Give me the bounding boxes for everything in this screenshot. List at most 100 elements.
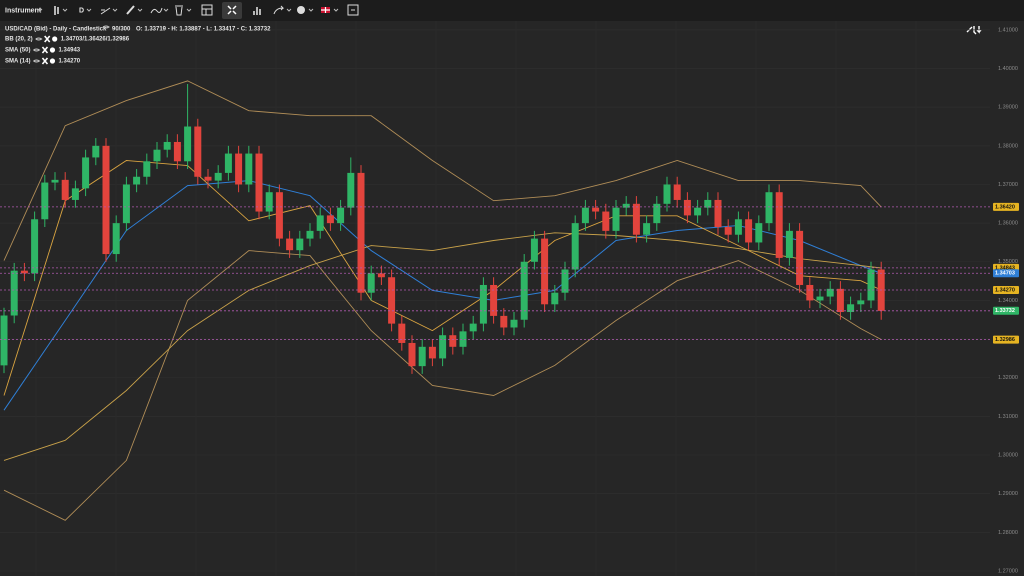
price-tag-label: 1.34270 bbox=[995, 287, 1015, 293]
candle-body bbox=[806, 284, 814, 301]
volume-button[interactable] bbox=[253, 7, 261, 15]
icon bbox=[227, 5, 237, 15]
instrument-button[interactable]: Instrument bbox=[5, 7, 43, 14]
indicator-line bbox=[3, 180, 882, 411]
candle-body bbox=[61, 179, 69, 200]
candle-body bbox=[551, 292, 559, 305]
measure-button[interactable] bbox=[126, 5, 143, 15]
eye-icon[interactable] bbox=[35, 37, 43, 41]
candle-body bbox=[847, 304, 855, 313]
y-tick-label: 1.29000 bbox=[998, 491, 1018, 497]
plot-area bbox=[0, 80, 990, 521]
candle-body bbox=[163, 141, 171, 150]
candle-body bbox=[724, 226, 732, 235]
y-tick-label: 1.37000 bbox=[998, 182, 1018, 188]
dropdown-arrow bbox=[186, 8, 192, 12]
candle-body bbox=[20, 270, 28, 274]
candle-body bbox=[449, 335, 457, 347]
eye-icon[interactable] bbox=[102, 25, 110, 29]
candle-body bbox=[388, 277, 396, 324]
candle-body bbox=[867, 269, 875, 301]
candle-body bbox=[530, 238, 538, 262]
language-button[interactable] bbox=[321, 7, 339, 13]
instrument-label: Instrument bbox=[5, 7, 42, 14]
share-button[interactable] bbox=[273, 5, 292, 15]
indicator-line bbox=[3, 232, 882, 461]
candle-body bbox=[745, 219, 753, 243]
candle-body bbox=[184, 126, 192, 162]
icon bbox=[273, 5, 285, 15]
theme-button[interactable] bbox=[297, 6, 314, 14]
candle-body bbox=[41, 182, 49, 220]
candle-body bbox=[775, 192, 783, 258]
fit-button[interactable] bbox=[222, 2, 242, 19]
ohlc-readout: O: 1.33719 - H: 1.33887 - L: 1.33417 - C… bbox=[136, 27, 271, 33]
dropdown-arrow bbox=[86, 8, 92, 12]
dropdown-arrow bbox=[333, 8, 339, 12]
candle-body bbox=[224, 153, 232, 173]
candle-body bbox=[102, 145, 110, 255]
candle-body bbox=[428, 346, 436, 359]
delete-button[interactable] bbox=[175, 5, 192, 16]
price-tag bbox=[993, 285, 1019, 294]
candle-body bbox=[469, 323, 477, 332]
draw-line-button[interactable] bbox=[100, 7, 118, 15]
candle-body bbox=[765, 192, 773, 224]
flag bbox=[321, 7, 330, 13]
candle-body bbox=[683, 199, 691, 216]
icon bbox=[201, 4, 213, 16]
indicator-name: SMA (14) bbox=[5, 59, 30, 65]
candle-body bbox=[214, 172, 222, 181]
candle-body bbox=[133, 176, 141, 185]
candle-body bbox=[836, 288, 844, 313]
dropdown-arrow bbox=[62, 8, 68, 12]
icon bbox=[100, 7, 111, 15]
chart-title: USD/CAD (Bid) - Daily - Candlestick bbox=[5, 27, 107, 33]
icon bbox=[976, 26, 982, 34]
candle-body bbox=[296, 238, 304, 251]
candle-body bbox=[755, 223, 763, 243]
remove-icon[interactable] bbox=[44, 35, 51, 43]
settings-icon[interactable] bbox=[49, 47, 56, 53]
layout-button[interactable] bbox=[201, 4, 213, 16]
remove-icon[interactable] bbox=[41, 57, 49, 65]
chart-type-button[interactable] bbox=[54, 6, 68, 15]
candle-body bbox=[235, 153, 243, 185]
icon bbox=[175, 5, 183, 16]
candle-body bbox=[796, 230, 804, 285]
remove-icon[interactable] bbox=[41, 46, 49, 54]
candle-body bbox=[82, 157, 90, 189]
candle-icon bbox=[54, 6, 59, 15]
candle-body bbox=[347, 172, 355, 208]
price-tag-label: 1.33732 bbox=[995, 308, 1015, 314]
eye-icon[interactable] bbox=[33, 48, 41, 52]
indicator-button[interactable] bbox=[150, 7, 169, 14]
candle-body bbox=[398, 323, 406, 343]
dropdown-arrow bbox=[137, 8, 143, 12]
indicator-name: SMA (50) bbox=[5, 48, 30, 54]
candle-body bbox=[173, 141, 181, 162]
candle-body bbox=[275, 192, 283, 239]
price-tag-label: 1.36420 bbox=[995, 204, 1015, 210]
candle-body bbox=[673, 184, 681, 200]
candle-body bbox=[71, 188, 79, 200]
candle-body bbox=[122, 184, 130, 224]
icon bbox=[202, 8, 212, 15]
candle-body bbox=[265, 192, 273, 212]
timeframe-button[interactable]: D bbox=[79, 7, 92, 14]
eye-icon[interactable] bbox=[33, 59, 41, 63]
candle-body bbox=[306, 230, 314, 239]
settings-button[interactable] bbox=[347, 4, 359, 16]
y-tick-label: 1.34000 bbox=[998, 298, 1018, 304]
timeframe-label: D bbox=[79, 7, 84, 14]
settings-icon[interactable] bbox=[52, 36, 58, 42]
indicator-name: BB (20, 2) bbox=[5, 37, 33, 43]
settings-icon[interactable] bbox=[49, 58, 56, 64]
candle-body bbox=[581, 207, 589, 224]
candle-body bbox=[92, 145, 100, 158]
icon bbox=[297, 6, 305, 14]
y-tick-label: 1.30000 bbox=[998, 452, 1018, 458]
